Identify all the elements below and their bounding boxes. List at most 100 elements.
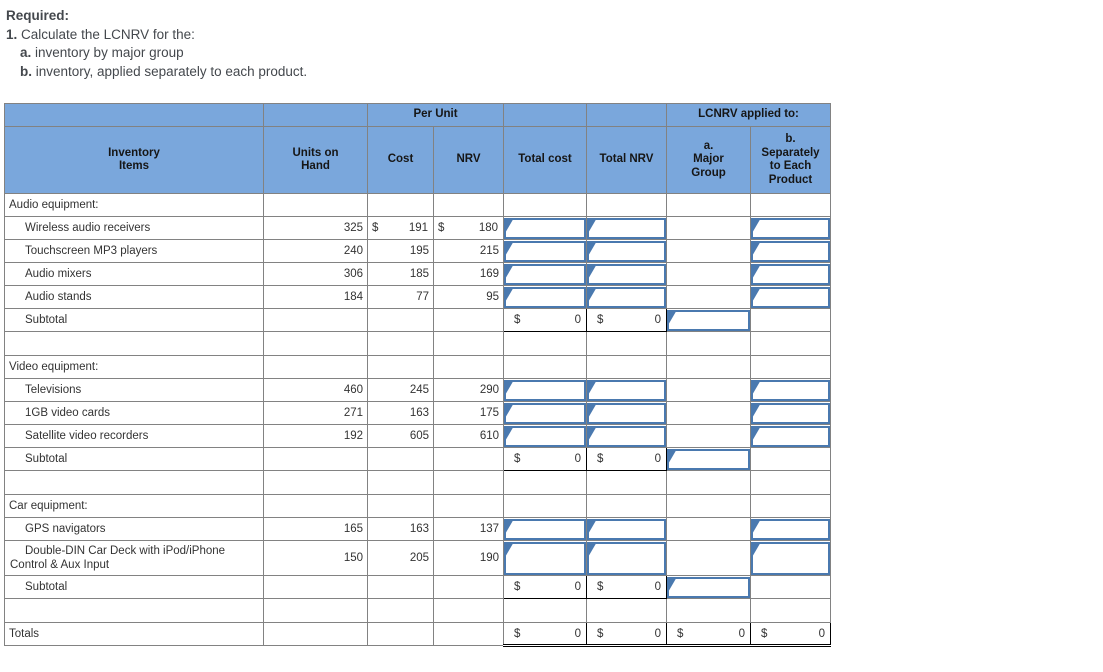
separately-cell xyxy=(749,575,832,599)
header-major-group: a. Major Group xyxy=(666,126,751,194)
required-heading: Required: xyxy=(6,8,70,23)
separately-input[interactable] xyxy=(751,263,830,285)
subtotal-value: 0 xyxy=(574,314,581,326)
major-group-cell xyxy=(666,517,751,541)
flag-icon xyxy=(589,265,596,278)
instruction-line-1a: a. inventory by major group xyxy=(20,44,307,63)
currency-symbol: $ xyxy=(372,222,379,234)
subtotal-label: Subtotal xyxy=(4,447,264,471)
separately-input[interactable] xyxy=(751,541,830,575)
item-label: Wireless audio receivers xyxy=(4,216,264,240)
header-cost: Cost xyxy=(367,126,434,194)
nrv-value: 180 xyxy=(478,222,498,234)
instructions-block: Required: 1. Calculate the LCNRV for the… xyxy=(6,7,307,81)
total-nrv-input[interactable] xyxy=(587,425,666,447)
total-nrv-input[interactable] xyxy=(587,240,666,262)
separately-input[interactable] xyxy=(751,240,830,262)
currency-symbol: $ xyxy=(761,627,768,640)
nrv-cell: 610 xyxy=(433,424,504,448)
currency-symbol: $ xyxy=(597,627,604,640)
header-units-on-hand: Units on Hand xyxy=(263,126,368,194)
total-cost-input[interactable] xyxy=(504,541,586,575)
total-cost-input[interactable] xyxy=(504,286,586,308)
item-label: Satellite video recorders xyxy=(4,424,264,448)
total-nrv-input[interactable] xyxy=(587,402,666,424)
header-lcnrv-applied: LCNRV applied to: xyxy=(665,103,832,127)
total-nrv-input[interactable] xyxy=(587,217,666,239)
subtotal-total-cost: $0 xyxy=(503,575,587,599)
header-total-cost: Total cost xyxy=(503,126,587,194)
table-row: 1GB video cards 271 163 175 xyxy=(4,401,832,425)
total-cost-input[interactable] xyxy=(504,425,586,447)
flag-icon xyxy=(669,578,676,591)
instruction-letter-b: b. xyxy=(20,63,32,79)
flag-icon xyxy=(506,219,513,232)
header-inventory-items: Inventory Items xyxy=(4,126,264,194)
total-cost-input[interactable] xyxy=(504,263,586,285)
header-blank-total-nrv xyxy=(586,103,667,127)
total-nrv-input[interactable] xyxy=(587,286,666,308)
total-cost-input[interactable] xyxy=(504,518,586,540)
lcnrv-table-container: Per Unit LCNRV applied to: Inventory Ite… xyxy=(4,103,832,647)
flag-icon xyxy=(589,242,596,255)
subtotal-row-audio: Subtotal $0 $0 xyxy=(4,308,832,332)
total-nrv-input[interactable] xyxy=(587,518,666,540)
separately-input[interactable] xyxy=(751,518,830,540)
units-cell: 325 xyxy=(263,216,368,240)
units-cell: 271 xyxy=(263,401,368,425)
table-row: Wireless audio receivers 325 $191 $180 xyxy=(4,216,832,240)
total-nrv-input[interactable] xyxy=(587,541,666,575)
separately-input[interactable] xyxy=(751,217,830,239)
nrv-cell: 137 xyxy=(433,517,504,541)
flag-icon xyxy=(506,381,513,394)
item-label: Televisions xyxy=(4,378,264,402)
instruction-line-1b: b. inventory, applied separately to each… xyxy=(20,63,307,82)
group-header-row-car: Car equipment: xyxy=(4,494,832,518)
nrv-cell: 95 xyxy=(433,285,504,309)
units-cell: 165 xyxy=(263,517,368,541)
separately-cell xyxy=(749,308,832,332)
major-group-cell xyxy=(666,262,751,286)
subtotal-value: 0 xyxy=(574,581,581,593)
currency-symbol: $ xyxy=(514,453,521,465)
units-cell: 150 xyxy=(263,540,368,576)
subtotal-value: 0 xyxy=(654,453,661,465)
major-group-cell xyxy=(666,378,751,402)
total-cost-input[interactable] xyxy=(504,217,586,239)
header-nrv: NRV xyxy=(433,126,504,194)
separately-input[interactable] xyxy=(751,402,830,424)
separately-input[interactable] xyxy=(751,379,830,401)
subtotal-label: Subtotal xyxy=(4,575,264,599)
totals-major-group: $0 xyxy=(666,622,751,647)
cost-value: 191 xyxy=(408,222,428,234)
separately-input[interactable] xyxy=(751,286,830,308)
totals-total-cost: $0 xyxy=(503,622,587,647)
major-group-input[interactable] xyxy=(667,448,750,470)
instruction-text: Calculate the LCNRV for the: xyxy=(21,26,195,42)
item-label: Touchscreen MP3 players xyxy=(4,239,264,263)
header-blank-items xyxy=(4,103,264,127)
flag-icon xyxy=(589,543,596,556)
nrv-cell: $180 xyxy=(433,216,504,240)
subtotal-value: 0 xyxy=(654,314,661,326)
nrv-cell: 215 xyxy=(433,239,504,263)
cost-cell: 245 xyxy=(367,378,434,402)
flag-icon xyxy=(506,242,513,255)
flag-icon xyxy=(589,404,596,417)
spacer-row xyxy=(4,598,832,623)
separately-input[interactable] xyxy=(751,425,830,447)
total-nrv-input[interactable] xyxy=(587,379,666,401)
major-group-input[interactable] xyxy=(667,309,750,331)
table-row: Audio stands 184 77 95 xyxy=(4,285,832,309)
total-cost-input[interactable] xyxy=(504,240,586,262)
total-cost-input[interactable] xyxy=(504,402,586,424)
nrv-cell: 290 xyxy=(433,378,504,402)
major-group-input[interactable] xyxy=(667,576,750,598)
total-cost-input[interactable] xyxy=(504,379,586,401)
cost-cell: 205 xyxy=(367,540,434,576)
flag-icon xyxy=(753,381,760,394)
units-cell: 184 xyxy=(263,285,368,309)
flag-icon xyxy=(753,242,760,255)
total-nrv-input[interactable] xyxy=(587,263,666,285)
header-row-columns: Inventory Items Units on Hand Cost NRV T… xyxy=(4,126,832,194)
